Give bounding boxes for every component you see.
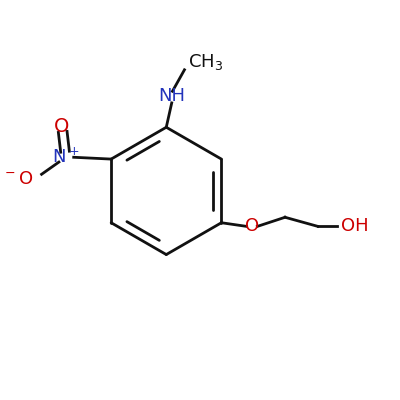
Text: O: O	[245, 217, 259, 235]
Text: O: O	[54, 117, 70, 136]
Text: CH$_3$: CH$_3$	[188, 52, 223, 72]
Text: $^-$O: $^-$O	[2, 170, 33, 188]
Text: N$^+$: N$^+$	[52, 148, 79, 167]
Text: NH: NH	[158, 87, 185, 105]
Text: OH: OH	[342, 217, 369, 235]
